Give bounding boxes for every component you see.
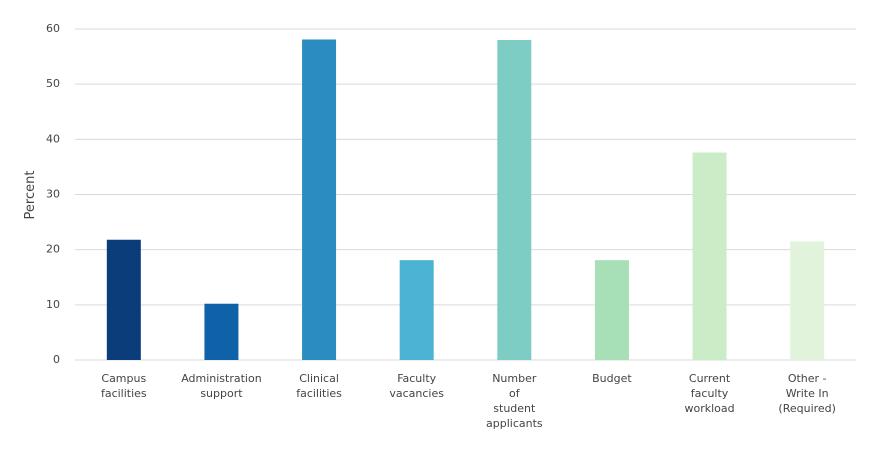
y-tick-label: 10 [46, 298, 60, 311]
x-tick-label: Current faculty workload [684, 372, 734, 415]
bar [302, 39, 337, 361]
bar [399, 260, 434, 360]
y-tick-label: 30 [46, 188, 60, 201]
x-tick-label-line: Budget [592, 372, 632, 385]
x-tick-label-line: Number [492, 372, 537, 385]
x-tick-label-line: Write In [786, 387, 829, 400]
x-tick-label-line: facilities [296, 387, 342, 400]
y-tick-label: 0 [53, 353, 60, 366]
x-tick-label: Campus facilities [101, 372, 147, 400]
x-tick-label: Number of student applicants [486, 372, 543, 430]
bar [692, 152, 727, 360]
x-tick-label: Other - Write In (Required) [778, 372, 836, 415]
x-tick-label: Faculty vacancies [389, 372, 444, 400]
x-tick-label-line: applicants [486, 417, 543, 430]
x-tick-label-line: (Required) [778, 402, 836, 415]
x-tick-label-line: facilities [101, 387, 147, 400]
y-tick-label: 60 [46, 22, 60, 35]
x-tick-label-line: student [493, 402, 536, 415]
bar [497, 40, 532, 361]
x-tick-label-line: Other - [788, 372, 827, 385]
bar [204, 303, 239, 360]
bar [106, 239, 141, 360]
x-tick-label-line: Administration [181, 372, 262, 385]
x-tick-label: Clinical facilities [296, 372, 342, 400]
x-tick-label-line: of [509, 387, 521, 400]
y-tick-label: 20 [46, 243, 60, 256]
x-tick-label-line: Current [689, 372, 731, 385]
bar [790, 241, 825, 360]
x-tick-label-line: Campus [101, 372, 146, 385]
x-tick-label-line: workload [684, 402, 734, 415]
x-tick-label-line: Clinical [299, 372, 339, 385]
x-tick-label-line: Faculty [397, 372, 436, 385]
y-tick-label: 50 [46, 77, 60, 90]
y-axis-label: Percent [23, 171, 38, 220]
y-tick-label: 40 [46, 132, 60, 145]
x-tick-label-line: faculty [691, 387, 729, 400]
bar [594, 260, 629, 360]
x-tick-label-line: vacancies [389, 387, 444, 400]
x-tick-label: Budget [592, 372, 632, 385]
x-tick-label: Administration support [181, 372, 262, 400]
x-tick-label-line: support [200, 387, 243, 400]
